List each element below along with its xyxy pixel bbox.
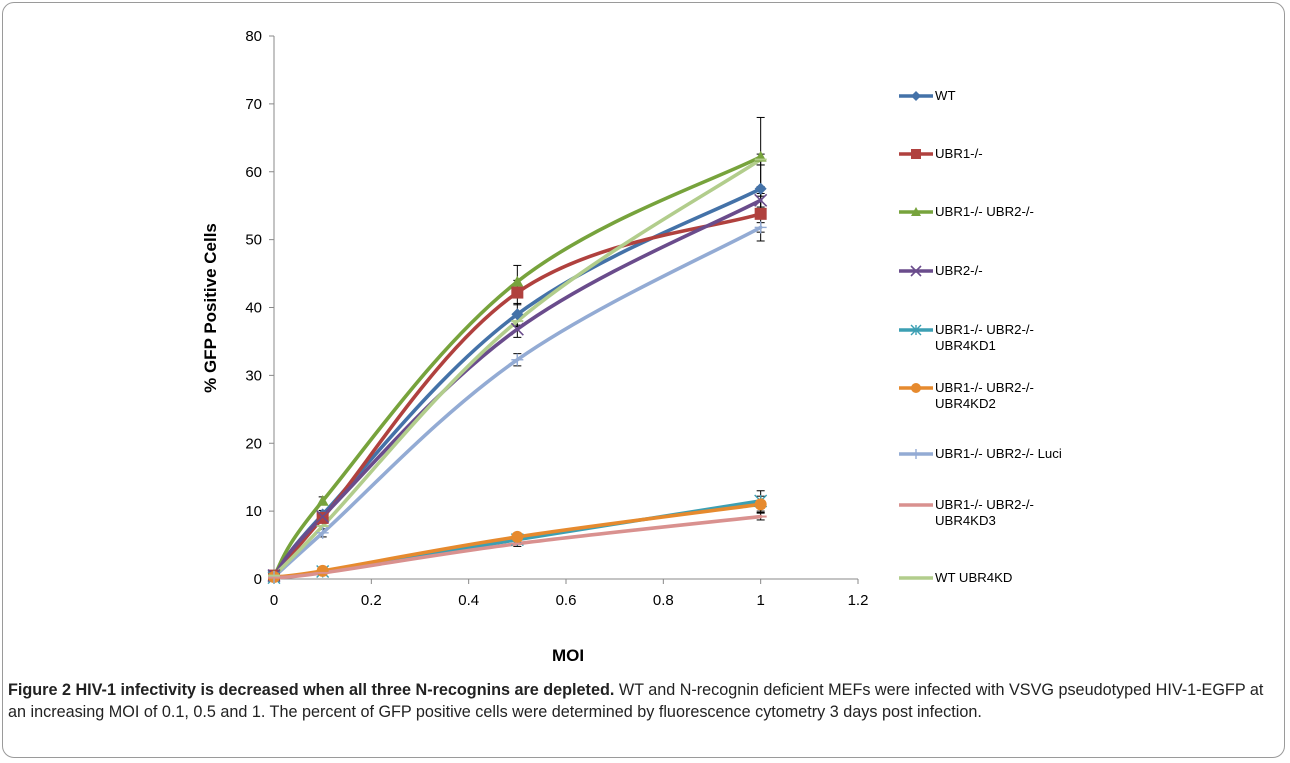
x-tick-label: 0.4: [458, 592, 479, 609]
legend-swatch: [899, 265, 933, 277]
legend-label: UBR1-/- UBR2-/- UBR4KD1: [935, 322, 1034, 353]
y-tick-label: 80: [245, 28, 262, 45]
series-line: [272, 155, 763, 578]
legend-item: UBR1-/- UBR2-/- UBR4KD3: [898, 497, 1034, 529]
x-tick-label: 1: [756, 592, 764, 609]
legend-swatch: [899, 149, 933, 159]
legend-swatch: [899, 503, 933, 507]
x-tick-label: 0.8: [653, 592, 674, 609]
figure-caption: Figure 2 HIV-1 infectivity is decreased …: [8, 679, 1278, 723]
legend-label: UBR1-/- UBR2-/- UBR4KD3: [935, 497, 1034, 528]
data-point: [511, 353, 524, 366]
series-line: [272, 157, 763, 578]
caption-body: WT and N-recognin deficient MEFs were in…: [8, 681, 1264, 721]
legend-label: WT: [935, 88, 956, 103]
axes: 0 10 20 30 40 50 60 70 80 0 0.2 0.4 0.6 0.8 1 1.2: [245, 28, 868, 609]
caption-title: Figure 2 HIV-1 infectivity is decreased …: [8, 681, 615, 699]
legend-label: UBR1-/- UBR2-/- Luci: [935, 446, 1062, 461]
legend-item: UBR1-/- UBR2-/- UBR4KD1: [898, 322, 1034, 354]
legend-item: UBR1-/-: [898, 146, 983, 162]
series-line: [272, 198, 763, 578]
legend-swatch: [899, 324, 933, 336]
data-point: [754, 498, 767, 511]
legend-swatch: [899, 91, 933, 101]
x-tick-label: 1.2: [848, 592, 869, 609]
data-point: [316, 511, 329, 524]
legend-label: UBR1-/- UBR2-/- UBR4KD2: [935, 380, 1034, 411]
legend-item: UBR1-/- UBR2-/- UBR4KD2: [898, 380, 1034, 412]
series-line: [272, 186, 763, 578]
data-point: [754, 221, 767, 234]
y-tick-label: 30: [245, 367, 262, 384]
legend-label: UBR1-/-: [935, 146, 983, 161]
y-tick-label: 0: [254, 571, 262, 588]
legend-label: WT UBR4KD: [935, 570, 1013, 585]
y-tick-label: 70: [245, 96, 262, 113]
series-line: [272, 514, 763, 580]
data-point: [754, 193, 768, 207]
data-point: [511, 308, 524, 321]
y-tick-label: 50: [245, 232, 262, 249]
series-line: [272, 212, 763, 578]
y-tick-label: 60: [245, 164, 262, 181]
y-axis-label: % GFP Positive Cells: [201, 223, 220, 393]
line-chart: 0 10 20 30 40 50 60 70 80 0 0.2 0.4 0.6 0.8 1 1.2 % GFP…: [201, 28, 868, 665]
y-tick-label: 10: [245, 503, 262, 520]
y-tick-label: 20: [245, 435, 262, 452]
data-point: [510, 322, 524, 336]
data-point: [511, 530, 524, 543]
series-markers: [267, 150, 768, 585]
legend-item: WT UBR4KD: [898, 570, 1012, 586]
legend-item: WT: [898, 88, 956, 104]
data-point: [511, 286, 524, 299]
x-axis-label: MOI: [552, 646, 584, 665]
legend-item: UBR1-/- UBR2-/-: [898, 204, 1034, 220]
data-point: [316, 494, 329, 506]
data-point: [316, 564, 329, 577]
y-tick-label: 40: [245, 300, 262, 317]
legend-swatch: [899, 449, 933, 459]
data-point: [754, 207, 767, 220]
legend-swatch: [899, 383, 933, 393]
x-tick-label: 0.2: [361, 592, 382, 609]
series-lines: [272, 155, 763, 580]
legend-item: UBR1-/- UBR2-/- Luci: [898, 446, 1062, 462]
legend-swatch: [899, 576, 933, 580]
legend-item: UBR2-/-: [898, 263, 983, 279]
data-point: [754, 182, 767, 195]
x-tick-label: 0.6: [556, 592, 577, 609]
x-tick-label: 0: [270, 592, 278, 609]
series-line: [272, 225, 763, 579]
legend-label: UBR1-/- UBR2-/-: [935, 204, 1034, 219]
legend-label: UBR2-/-: [935, 263, 983, 278]
data-point: [316, 526, 329, 539]
data-point: [316, 509, 330, 524]
data-point: [511, 275, 524, 287]
legend-swatch: [899, 207, 933, 216]
